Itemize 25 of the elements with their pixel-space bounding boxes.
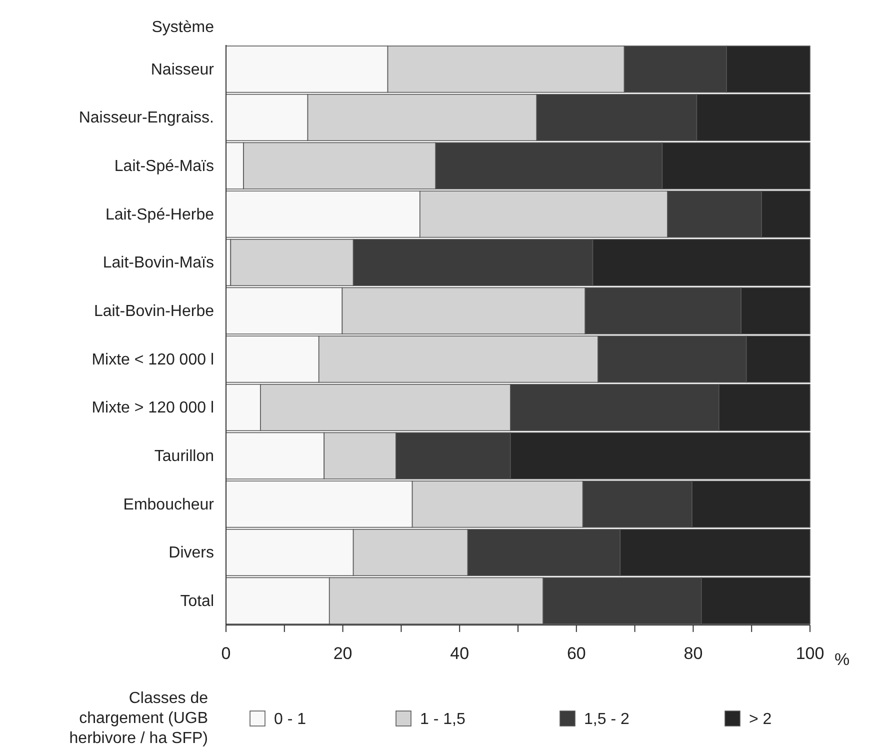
x-tick-label: 100 (796, 644, 824, 663)
y-tick-label: Naisseur (150, 61, 215, 78)
y-tick-label: Taurillon (154, 448, 214, 465)
legend-title: Classes de chargement (UGB herbivore / ha SFP) (69, 690, 208, 747)
y-tick-label: Total (180, 592, 214, 610)
y-tick-label: Lait-Bovin-Herbe (94, 302, 214, 320)
legend-label: 0 - 1 (274, 711, 306, 728)
x-tick-label: 80 (684, 644, 703, 663)
x-tick-label: 60 (566, 644, 586, 663)
x-tick-label: 20 (333, 644, 352, 663)
y-tick-label: Lait-Spé-Herbe (106, 206, 214, 224)
y-tick-label: Lait-Spé-Maïs (114, 158, 214, 175)
y-tick-label: Mixte < 120 000 l (92, 351, 214, 368)
legend-label: > 2 (749, 711, 772, 728)
legend-label: 1 - 1,5 (420, 711, 466, 728)
y-tick-label: Mixte > 120 000 l (92, 400, 214, 417)
y-tick-label: Divers (168, 544, 214, 562)
x-tick-label: 0 (221, 644, 231, 663)
legend-label: 1,5 - 2 (584, 711, 630, 728)
y-tick-label: Naisseur-Engraiss. (78, 110, 214, 127)
y-tick-label: Lait-Bovin-Maïs (102, 254, 214, 272)
y-axis-title: Système (152, 19, 214, 36)
x-tick-label: 40 (450, 644, 470, 663)
x-axis-title: % (834, 650, 850, 669)
y-tick-label: Emboucheur (123, 496, 215, 514)
